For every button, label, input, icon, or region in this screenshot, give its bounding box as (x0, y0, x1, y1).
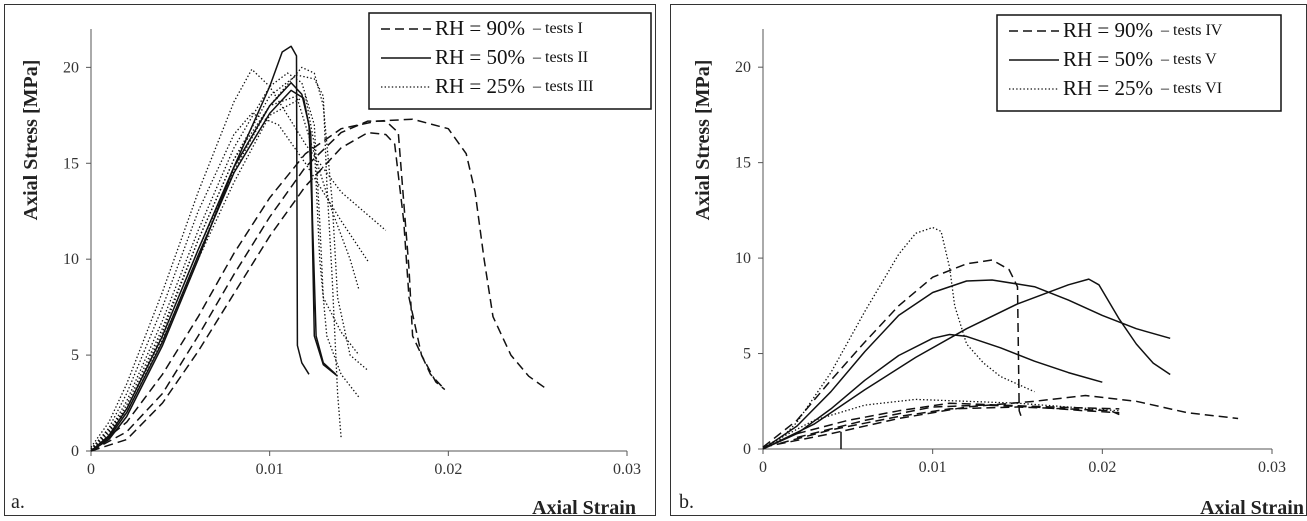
series-line (762, 398, 1120, 448)
series-line (90, 120, 446, 452)
x-tick-label: 0.03 (1258, 459, 1286, 476)
y-tick-label: 15 (735, 155, 751, 172)
legend-sublabel: – tests VI (1160, 80, 1222, 97)
legend-label: RH = 25% (435, 74, 525, 98)
y-tick-label: 10 (735, 250, 751, 267)
legend-label: RH = 90% (435, 16, 525, 40)
series-line (90, 118, 546, 452)
x-tick-label: 0 (87, 461, 95, 478)
series-line (90, 89, 337, 452)
series-line (796, 402, 1120, 435)
series-line (762, 278, 1171, 450)
series-line (90, 95, 360, 450)
legend-label: RH = 25% (1063, 76, 1153, 100)
series-line (762, 333, 1103, 450)
x-axis-title: Axial Strain (1200, 497, 1304, 519)
y-tick-label: 5 (71, 347, 79, 364)
y-tick-label: 15 (63, 155, 79, 172)
series-line (762, 394, 1239, 448)
legend-sublabel: – tests V (1160, 51, 1217, 68)
y-tick-label: 0 (743, 441, 751, 458)
legend-label: RH = 90% (1063, 18, 1153, 42)
legend-sublabel: – tests II (532, 49, 588, 66)
series-line (90, 68, 387, 448)
series-line (90, 95, 360, 450)
series-line (90, 81, 339, 452)
series-line (90, 66, 369, 450)
chart-a: 0 5 10 15 20 0 0.01 0.02 0.03 Axial Strain Axial S… (11, 12, 652, 519)
y-tick-label: 20 (63, 59, 79, 76)
y-tick-label: 10 (63, 251, 79, 268)
series-line (90, 131, 446, 452)
legend-sublabel: – tests I (532, 20, 583, 37)
series-line (779, 406, 1120, 445)
legend-label: RH = 50% (435, 45, 525, 69)
y-tick-label: 0 (71, 443, 79, 460)
x-tick-label: 0.01 (256, 461, 284, 478)
y-tick-label: 20 (735, 59, 751, 76)
x-tick-label: 0.02 (1088, 459, 1116, 476)
series-line (90, 72, 360, 450)
y-axis-title: Axial Stress [MPa] (692, 60, 714, 221)
x-axis-title: Axial Strain (532, 497, 636, 519)
series-line (762, 279, 1171, 450)
x-tick-label: 0.02 (434, 461, 462, 478)
panel-label: a. (11, 491, 25, 513)
series-line (90, 112, 369, 450)
x-tick-label: 0.03 (613, 461, 641, 478)
series-line (90, 74, 342, 450)
y-tick-label: 5 (743, 346, 751, 363)
legend-sublabel: – tests IV (1160, 22, 1223, 39)
legend-sublabel: – tests III (532, 78, 593, 95)
x-tick-label: 0.01 (919, 459, 947, 476)
chart-panel-a: 0 5 10 15 20 0 0.01 0.02 0.03 Axial Strain Axial S… (4, 4, 656, 519)
y-axis-title: Axial Stress [MPa] (20, 60, 42, 221)
panel-label: b. (679, 491, 694, 513)
chart-b: 0 5 10 15 20 0 0.01 0.02 0.03 Axial Strain Axial S… (679, 14, 1304, 519)
series-line (796, 404, 1120, 439)
series-line (762, 259, 1024, 448)
x-tick-label: 0 (759, 459, 767, 476)
chart-panel-b: 0 5 10 15 20 0 0.01 0.02 0.03 Axial Strain Axial S… (670, 4, 1307, 519)
legend-label: RH = 50% (1063, 47, 1153, 71)
